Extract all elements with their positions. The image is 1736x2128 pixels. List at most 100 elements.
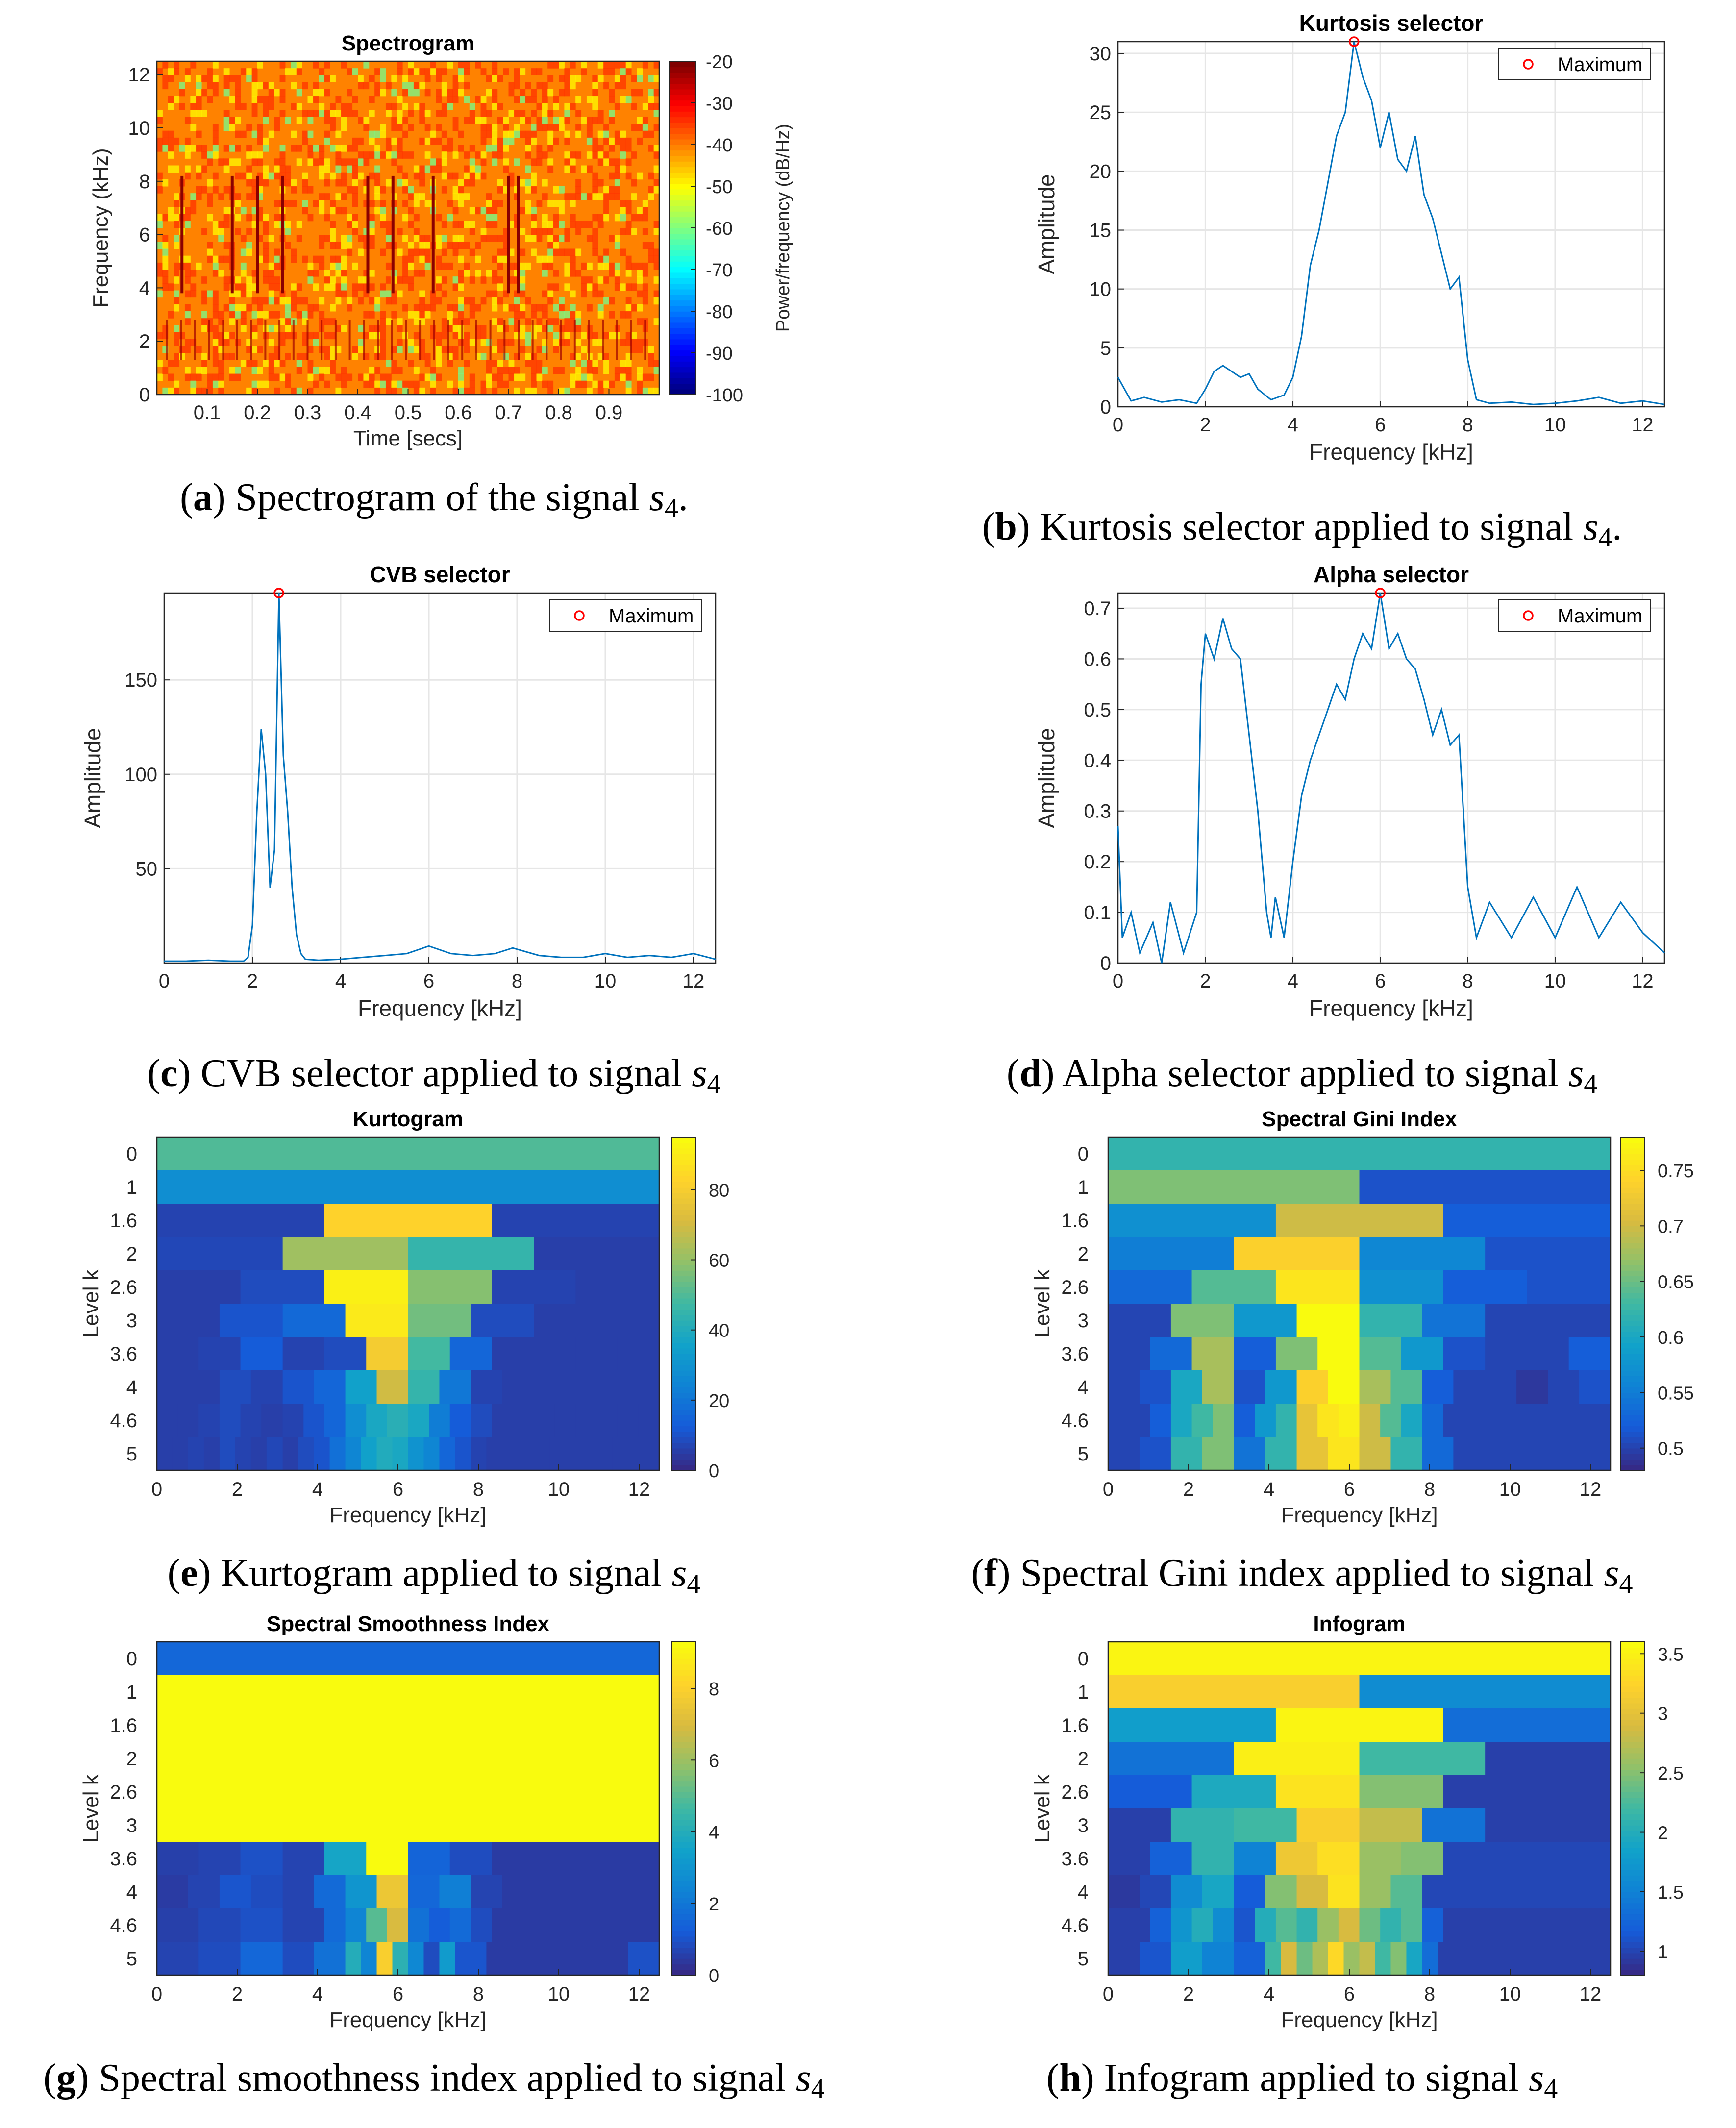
spectrogram-texture [486,235,492,242]
spectrogram-texture [525,297,531,305]
spectrogram-texture [397,367,403,374]
spectrogram-texture [413,248,420,256]
colorbar-segment [1620,1686,1645,1692]
spectrogram-texture [564,283,570,291]
spectrogram-texture [302,332,308,340]
spectrogram-texture [480,380,487,388]
panel-g: 0 1 1.6 2 2.6 3 3.6 4 4.6 5 0 2 4 6 8 10 12 Spectral Smoo… [0,1612,868,2128]
spectrogram-texture [525,235,531,242]
spectrogram-texture [352,110,358,117]
heatmap-cell [266,1437,283,1471]
spectrogram-texture [520,311,526,319]
spectrogram-texture [547,387,554,395]
spectrogram-texture [520,248,526,256]
spectrogram-texture [324,158,330,166]
heatmap-cell [157,1842,199,1876]
spectrogram-texture [397,117,403,124]
spectrogram-texture [397,96,403,103]
spectrogram-texture [536,124,543,131]
spectrogram-texture [614,179,620,187]
spectrogram-texture [179,89,185,97]
spectrogram-texture [441,235,447,242]
spectrogram-texture [341,276,347,284]
spectrogram-texture [469,145,475,152]
colorbar-tick-label: 0.7 [1658,1216,1684,1237]
spectrogram-texture [436,360,442,367]
spectrogram-texture [497,262,503,270]
heatmap-cell [1191,1270,1276,1304]
heatmap-cell [1265,1437,1297,1471]
colorbar-segment [1620,1381,1645,1387]
spectrogram-texture [402,82,408,90]
heatmap-cell [1422,1404,1443,1437]
spectrogram-texture [653,387,660,395]
spectrogram-texture [218,228,224,235]
colorbar-segment [1620,1176,1645,1182]
spectrogram-texture [637,373,643,381]
colorbar-tick-label: -90 [706,344,733,364]
spectrogram-texture [486,193,492,200]
spectrogram-texture [642,200,648,207]
spectrogram-texture [380,214,386,222]
spectrogram-texture [363,353,370,360]
spectrogram-texture [413,332,420,340]
colorbar-segment [1620,1376,1645,1382]
spectrogram-texture [257,137,263,145]
spectrogram-texture [614,270,620,277]
heatmap-cell [1275,1337,1318,1371]
heatmap-cell [1108,1842,1150,1876]
spectrogram-texture [402,117,408,124]
spectrogram-texture [341,117,347,124]
spectrogram-texture [402,235,408,242]
heatmap-cell [486,1942,628,1976]
y-tick-label: 0.2 [1084,851,1111,873]
spectrogram-texture [547,380,554,388]
spectrogram-texture [223,75,230,82]
spectrogram-texture [229,311,235,319]
spectrogram-texture [157,360,163,367]
heatmap-cell [596,1404,618,1437]
colorbar-segment [1620,1808,1645,1815]
spectrogram-texture [296,353,302,360]
spectrogram-texture [380,207,386,215]
spectrogram-texture [307,346,314,353]
heatmap-cell [1296,1908,1318,1942]
spectrogram-texture [402,200,408,207]
spectrogram-texture [492,276,498,284]
y-tick-label: 10 [128,118,150,139]
y-tick-label: 1 [1078,1177,1089,1198]
spectrogram-texture [547,228,554,235]
spectrogram-texture [402,214,408,222]
heatmap-cell [565,1437,581,1471]
spectrogram-texture [324,214,330,222]
heatmap-cell [329,1437,346,1471]
spectrogram-texture [168,103,174,110]
spectrogram-texture [441,103,447,110]
spectrogram-texture [480,110,487,117]
spectrogram-texture [475,304,481,312]
spectrogram-texture [274,214,280,222]
spectrogram-texture [648,89,654,97]
spectrogram-texture [263,255,269,263]
spectrogram-texture [184,75,191,82]
spectrogram-texture [609,311,615,319]
heatmap-cell [188,1875,220,1909]
spectrogram-texture [603,207,609,215]
spectrogram-texture [625,137,632,145]
spectrogram-texture [380,68,386,75]
spectrogram-texture [352,179,358,187]
spectrogram-texture [419,235,425,242]
heatmap-cell [1296,1875,1329,1909]
spectrogram-texture [268,283,274,291]
spectrogram-texture [291,297,297,305]
caption-d: (d) Alpha selector applied to signal s4 [1006,1052,1598,1099]
spectrogram-texture [291,304,297,312]
spectrogram-texture [335,207,342,215]
spectrogram-texture [475,165,481,173]
spectrogram-texture [637,304,643,312]
maximum-marker [1375,588,1386,598]
spectrogram-texture [458,332,464,340]
spectrogram-texture [564,75,570,82]
spectrogram-texture [274,117,280,124]
